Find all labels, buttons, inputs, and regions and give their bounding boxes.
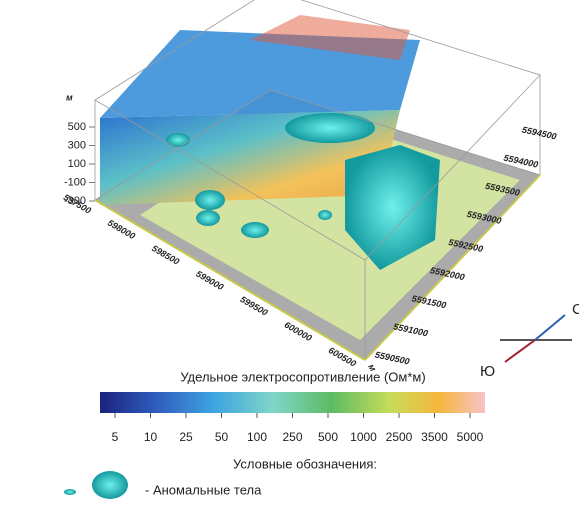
y-tick-label: 5591000 — [392, 321, 428, 338]
compass-south: Ю — [480, 363, 495, 380]
anomaly-body — [195, 190, 225, 210]
colorbar-title: Удельное электросопротивление (Ом*м) — [180, 369, 425, 384]
z-tick-label: 100 — [68, 158, 86, 170]
legend-item: - Аномальные тела — [145, 482, 262, 497]
anomaly-body — [166, 133, 190, 147]
colorbar-tick-label: 500 — [318, 430, 338, 444]
y-tick-label: 5594500 — [521, 124, 557, 141]
y-tick-label: 5590500 — [374, 349, 410, 366]
legend-title: Условные обозначения: — [233, 456, 377, 471]
z-unit: м — [66, 92, 73, 102]
z-tick-label: 500 — [68, 121, 86, 133]
legend-icon — [64, 489, 76, 495]
colorbar-tick-label: 1000 — [350, 430, 377, 444]
legend-icon — [92, 471, 128, 499]
colorbar — [100, 392, 485, 413]
scene — [95, 0, 540, 360]
z-tick-label: 300 — [68, 139, 86, 151]
z-tick-label: -100 — [64, 176, 86, 188]
colorbar-tick-label: 3500 — [421, 430, 448, 444]
compass-north: С — [572, 301, 579, 318]
figure: С Ю м м Удельное электросопротивление (О… — [0, 0, 579, 505]
colorbar-tick-label: 25 — [179, 430, 193, 444]
anomaly-body — [285, 113, 375, 143]
anomaly-body — [196, 210, 220, 226]
colorbar-tick-label: 2500 — [386, 430, 413, 444]
anomaly-body — [241, 222, 269, 238]
colorbar-tick-label: 5000 — [457, 430, 484, 444]
colorbar-tick-label: 5 — [112, 430, 119, 444]
compass: С Ю — [480, 301, 579, 380]
colorbar-tick-label: 250 — [282, 430, 302, 444]
colorbar-tick-label: 10 — [144, 430, 158, 444]
y-tick-label: 5591500 — [411, 293, 447, 310]
colorbar-tick-label: 100 — [247, 430, 267, 444]
compass-arrow — [505, 340, 535, 362]
colorbar-tick-label: 50 — [215, 430, 229, 444]
compass-arrow — [535, 315, 565, 340]
page: {"z_axis": {"unit": "м", "ticks": ["500"… — [0, 0, 579, 505]
anomaly-body — [318, 210, 332, 220]
